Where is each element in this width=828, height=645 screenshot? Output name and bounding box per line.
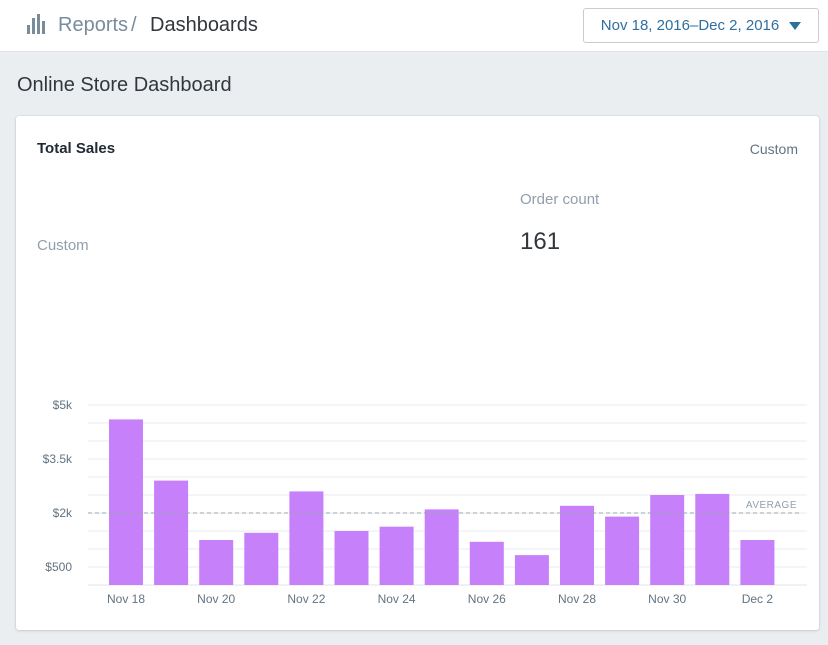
- bar: [469, 541, 504, 585]
- bar: [424, 509, 459, 585]
- bar: [379, 526, 414, 585]
- bar: [514, 555, 549, 585]
- bar: [740, 540, 775, 585]
- order-count-value: 161: [520, 228, 561, 255]
- bar: [605, 516, 640, 585]
- page-title: Online Store Dashboard: [17, 74, 232, 96]
- bar: [289, 491, 324, 585]
- bar: [109, 419, 143, 585]
- y-tick-label: $2k: [53, 506, 73, 520]
- bar: [334, 531, 369, 585]
- caret-down-icon: [789, 21, 802, 30]
- top-bar: Reports / Dashboards Nov 18, 2016–Dec 2,…: [0, 0, 828, 52]
- card-custom-label: Custom: [749, 141, 798, 157]
- x-tick-label: Nov 26: [468, 592, 506, 606]
- sales-bar-chart: $500 $2k $3.5k $5k AVERAGE Nov 18 Nov 20 Nov 22…: [43, 398, 807, 606]
- x-tick-label: Nov 18: [107, 592, 145, 606]
- date-range-button[interactable]: Nov 18, 2016–Dec 2, 2016: [583, 8, 819, 43]
- comparison-custom-label: Custom: [37, 237, 89, 254]
- bar-chart-icon: [27, 14, 45, 34]
- total-sales-card: Total Sales Custom Custom Order count 16…: [16, 116, 819, 630]
- date-range-label: Nov 18, 2016–Dec 2, 2016: [600, 17, 780, 34]
- bar: [560, 505, 594, 585]
- y-tick-label: $5k: [53, 398, 73, 412]
- bar: [650, 495, 685, 585]
- bar: [244, 532, 279, 585]
- y-tick-label: $3.5k: [43, 452, 73, 466]
- average-label: AVERAGE: [746, 500, 797, 511]
- x-tick-label: Nov 24: [378, 592, 416, 606]
- order-count-label: Order count: [520, 191, 600, 208]
- bar: [199, 540, 234, 585]
- x-tick-label: Nov 30: [648, 592, 686, 606]
- card-title: Total Sales: [37, 140, 116, 157]
- breadcrumb-reports-link[interactable]: Reports: [58, 14, 129, 36]
- x-tick-label: Dec 2: [742, 592, 774, 606]
- y-tick-label: $500: [45, 560, 72, 574]
- bar: [154, 480, 189, 585]
- breadcrumb-separator: /: [131, 14, 137, 36]
- breadcrumb-current: Dashboards: [150, 14, 258, 36]
- x-tick-label: Nov 22: [287, 592, 325, 606]
- bar: [695, 493, 730, 585]
- x-tick-label: Nov 28: [558, 592, 596, 606]
- x-tick-label: Nov 20: [197, 592, 235, 606]
